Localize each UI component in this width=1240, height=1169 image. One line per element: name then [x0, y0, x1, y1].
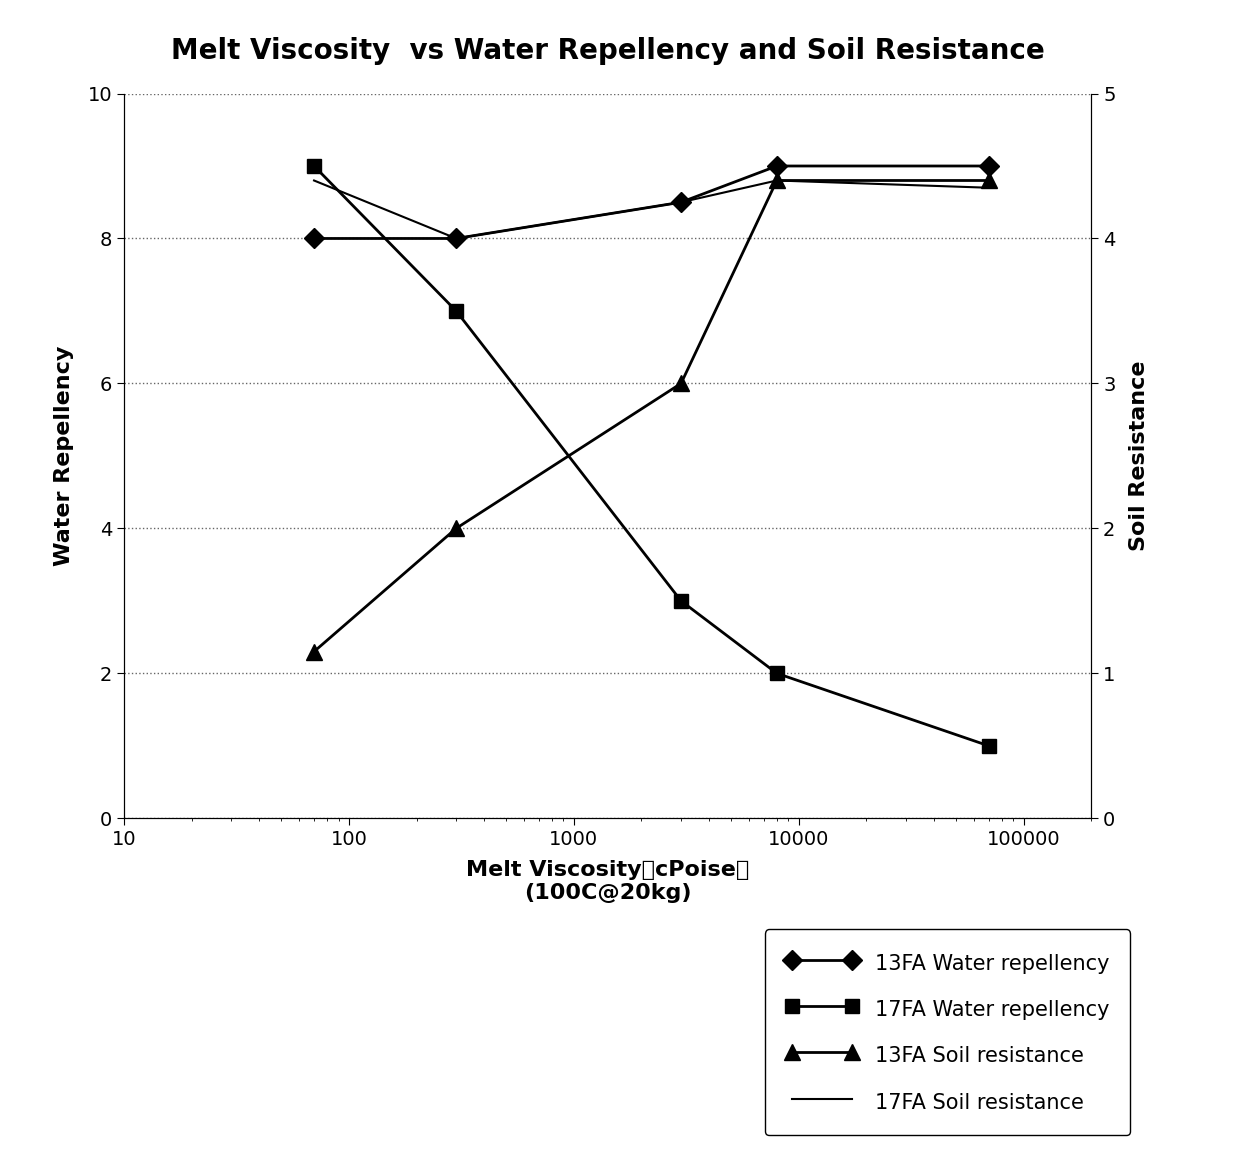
13FA Water repellency [306, 231, 321, 245]
13FA Soil resistance [673, 376, 688, 390]
13FA Water repellency [769, 159, 784, 173]
13FA Soil resistance [981, 173, 996, 187]
13FA Water repellency [449, 231, 464, 245]
17FA Water repellency [449, 304, 464, 318]
17FA Water repellency [673, 594, 688, 608]
17FA Soil resistance [449, 231, 464, 245]
Title: Melt Viscosity  vs Water Repellency and Soil Resistance: Melt Viscosity vs Water Repellency and S… [171, 36, 1044, 64]
17FA Water repellency [306, 159, 321, 173]
Line: 17FA Soil resistance: 17FA Soil resistance [314, 180, 988, 238]
X-axis label: Melt Viscosity（cPoise）
(100C@20kg): Melt Viscosity（cPoise） (100C@20kg) [466, 860, 749, 904]
17FA Soil resistance [981, 181, 996, 195]
Line: 17FA Water repellency: 17FA Water repellency [308, 159, 996, 753]
17FA Soil resistance [306, 173, 321, 187]
Line: 13FA Water repellency: 13FA Water repellency [308, 159, 996, 245]
13FA Soil resistance [306, 644, 321, 658]
17FA Water repellency [769, 666, 784, 680]
13FA Soil resistance [769, 173, 784, 187]
13FA Water repellency [981, 159, 996, 173]
13FA Soil resistance [449, 521, 464, 535]
17FA Water repellency [981, 739, 996, 753]
17FA Soil resistance [673, 195, 688, 209]
Y-axis label: Soil Resistance: Soil Resistance [1130, 361, 1149, 551]
Y-axis label: Water Repellency: Water Repellency [53, 346, 73, 566]
Legend: 13FA Water repellency, 17FA Water repellency, 13FA Soil resistance, 17FA Soil re: 13FA Water repellency, 17FA Water repell… [765, 929, 1131, 1135]
17FA Soil resistance [769, 173, 784, 187]
Line: 13FA Soil resistance: 13FA Soil resistance [306, 172, 997, 660]
13FA Water repellency [673, 195, 688, 209]
